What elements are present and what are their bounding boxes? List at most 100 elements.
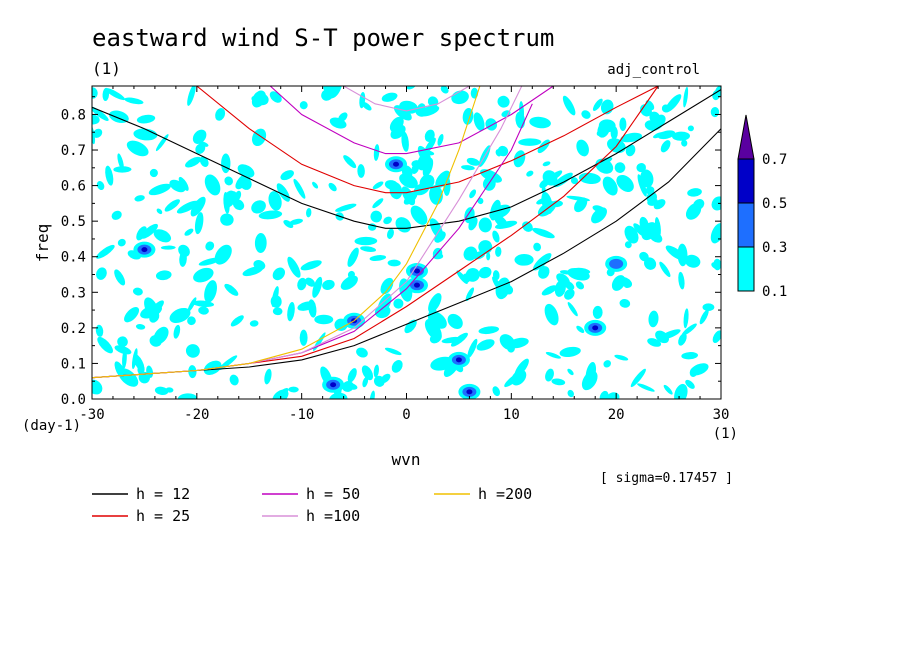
field-blob bbox=[463, 246, 478, 261]
field-blob bbox=[440, 86, 449, 94]
field-blob bbox=[92, 114, 100, 125]
field-blob bbox=[354, 236, 378, 246]
field-blob bbox=[684, 254, 701, 268]
field-blob bbox=[105, 165, 114, 186]
field-blob bbox=[467, 338, 478, 358]
field-blob bbox=[466, 157, 480, 166]
field-blob bbox=[335, 203, 357, 212]
field-blob bbox=[251, 200, 266, 214]
field-blob bbox=[372, 181, 384, 190]
field-blob bbox=[507, 343, 515, 353]
field-blob bbox=[614, 354, 629, 361]
field-blob bbox=[357, 164, 365, 178]
field-blob bbox=[169, 307, 191, 324]
y-axis: 0.0 0.1 0.2 0.3 0.4 0.5 0.6 0.7 0.8 bbox=[61, 96, 721, 408]
field-blob bbox=[173, 324, 181, 339]
field-blob bbox=[340, 275, 358, 290]
y-axis-label: freq bbox=[33, 224, 52, 263]
field-blob bbox=[126, 140, 149, 157]
field-blob bbox=[625, 144, 636, 157]
field-blob bbox=[384, 180, 399, 190]
field-blob bbox=[373, 375, 385, 387]
field-blob bbox=[185, 344, 200, 358]
legend-label: h = 12 bbox=[136, 485, 190, 503]
field-blob bbox=[124, 97, 144, 105]
field-blob bbox=[564, 288, 575, 300]
field-blob bbox=[136, 114, 156, 124]
field-blob bbox=[283, 219, 294, 229]
field-blob bbox=[361, 365, 374, 381]
field-blob bbox=[441, 336, 462, 344]
field-blob bbox=[215, 108, 226, 121]
field-blob bbox=[545, 351, 561, 359]
field-blob bbox=[513, 150, 526, 168]
field-blob bbox=[435, 170, 451, 189]
colorbar-label: 0.1 bbox=[762, 284, 787, 300]
field-blob bbox=[373, 144, 380, 161]
field-blob bbox=[663, 384, 673, 395]
field-blob bbox=[492, 230, 500, 243]
field-blob bbox=[137, 364, 145, 375]
field-blob bbox=[193, 267, 214, 283]
field-blob bbox=[647, 198, 659, 206]
field-blob bbox=[185, 156, 202, 168]
y-tick-label: 0.8 bbox=[61, 107, 86, 123]
y-tick-label: 0.7 bbox=[61, 143, 86, 159]
field-blob bbox=[437, 133, 444, 146]
field-blob bbox=[399, 173, 418, 189]
field-blob bbox=[251, 128, 267, 147]
field-blob bbox=[526, 170, 534, 177]
field-blob bbox=[567, 368, 574, 376]
field-blob bbox=[184, 228, 194, 236]
field-blob bbox=[562, 95, 576, 116]
field-blob bbox=[136, 226, 147, 241]
field-blob bbox=[465, 268, 480, 282]
field-blob bbox=[190, 196, 206, 217]
field-blob bbox=[343, 155, 357, 169]
field-blob bbox=[478, 326, 500, 335]
field-blob bbox=[270, 295, 282, 308]
field-blob bbox=[567, 389, 574, 398]
y-tick-label: 0.2 bbox=[61, 321, 86, 337]
field-blob bbox=[681, 139, 688, 147]
field-blob bbox=[428, 293, 442, 313]
field-blob bbox=[576, 325, 585, 333]
field-blob bbox=[614, 162, 626, 173]
field-blob bbox=[710, 223, 721, 244]
field-blob bbox=[160, 245, 176, 250]
field-blob bbox=[347, 247, 359, 267]
field-blob bbox=[369, 255, 387, 261]
field-blob bbox=[687, 125, 694, 132]
field-blob bbox=[553, 172, 573, 188]
field-blob bbox=[155, 270, 172, 281]
field-blob bbox=[678, 271, 685, 290]
run-label: adj_control bbox=[607, 62, 700, 78]
curve-h-25-upper bbox=[196, 86, 659, 194]
field-blob bbox=[478, 266, 492, 279]
colorbar-label: 0.3 bbox=[762, 240, 787, 256]
legend-label: h = 25 bbox=[136, 507, 190, 525]
field-blob bbox=[683, 86, 689, 108]
field-blob bbox=[383, 216, 392, 225]
field-blob bbox=[419, 174, 435, 190]
field-blob bbox=[380, 277, 394, 295]
field-blob bbox=[713, 258, 721, 271]
field-blob bbox=[406, 86, 416, 90]
field-blob bbox=[620, 132, 643, 143]
field-blob bbox=[198, 257, 222, 266]
field-blob bbox=[678, 333, 687, 346]
field-blob bbox=[384, 347, 402, 356]
field-blob bbox=[702, 303, 715, 312]
field-blob bbox=[469, 189, 477, 199]
field-blob bbox=[447, 313, 463, 329]
colorbar-label: 0.5 bbox=[762, 196, 787, 212]
field-blob bbox=[149, 168, 158, 178]
x-tick-label: 10 bbox=[503, 407, 520, 423]
field-blob bbox=[486, 252, 491, 261]
field-blob bbox=[338, 112, 348, 123]
field-blob bbox=[288, 386, 299, 393]
field-blob bbox=[232, 199, 245, 211]
field-blob bbox=[645, 100, 655, 111]
field-blob bbox=[636, 163, 646, 173]
colorbar-arrow bbox=[737, 114, 755, 160]
